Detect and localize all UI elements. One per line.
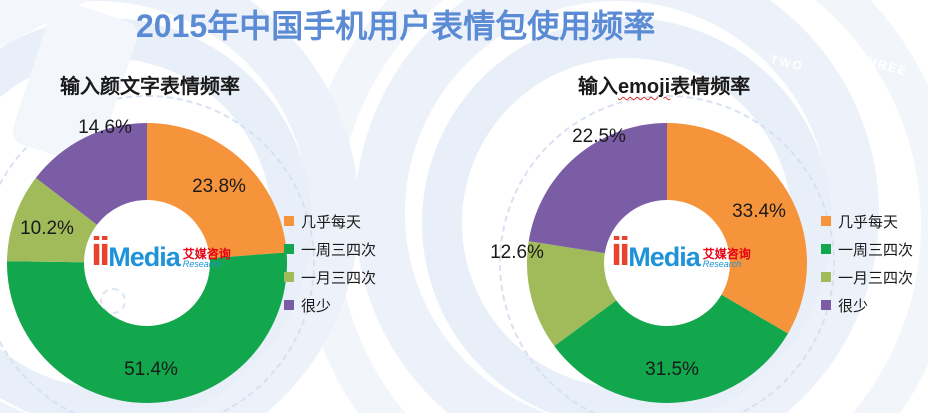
iimedia-logo-media: Media [628,242,701,272]
legend-item: 很少 [284,291,376,319]
legend-label: 几乎每天 [301,213,362,231]
legend-swatch [821,272,831,282]
donut-slice-3 [527,241,617,346]
iimedia-logo-ii: ii [611,230,630,274]
legend-label: 几乎每天 [838,213,899,231]
donut-slice-1 [147,123,287,259]
legend-item: 几乎每天 [821,207,913,235]
chart-title-text: 输入颜文字表情频率 [60,76,240,98]
legend-label: 一月三四次 [301,269,377,287]
iimedia-logo: ii Media 艾媒咨询 Research [91,230,231,274]
iimedia-logo: ii Media 艾媒咨询 Research [611,230,751,274]
iimedia-logo-stack: 艾媒咨询 Research [182,246,231,270]
legend-swatch [284,244,294,254]
legend-label: 很少 [838,297,869,315]
donut-chart-emoji [527,123,807,403]
background-streak [0,0,99,52]
legend-swatch [821,216,831,226]
legend-swatch [821,300,831,310]
iimedia-logo-stack: 艾媒咨询 Research [702,246,751,270]
legend-label: 一周三四次 [301,241,377,259]
donut-slice-2 [7,252,287,403]
iimedia-logo-cn: 艾媒咨询 [182,246,231,261]
iimedia-logo-media: Media [108,242,181,272]
iimedia-logo-ii: ii [91,230,110,274]
chart-title-underlined: emoji [618,76,671,98]
legend-label: 很少 [301,297,332,315]
background-word-two: TWO [768,52,806,74]
background-word-three: THREE [857,51,910,79]
legend-swatch [284,272,294,282]
iimedia-logo-research: Research [182,259,222,270]
legend-swatch [284,216,294,226]
iimedia-logo-research: Research [702,259,742,270]
donut-chart-kaomoji [7,123,287,403]
chart-title-emoji: 输入emoji表情频率 [578,70,750,99]
chart-title-text: 表情频率 [670,76,751,98]
iimedia-logo-cn: 艾媒咨询 [702,246,751,261]
legend-item: 一周三四次 [821,235,913,263]
legend-emoji: 几乎每天一周三四次一月三四次很少 [821,207,913,319]
donut-slice-1 [667,123,807,334]
legend-item: 很少 [821,291,913,319]
donut-slice-4 [528,123,667,254]
legend-item: 一周三四次 [284,235,376,263]
legend-label: 一周三四次 [838,241,914,259]
donut-slice-2 [554,294,788,403]
legend-item: 几乎每天 [284,207,376,235]
legend-swatch [821,244,831,254]
chart-title-text: 输入 [578,76,618,98]
donut-slice-3 [7,177,97,263]
legend-kaomoji: 几乎每天一周三四次一月三四次很少 [284,207,376,319]
legend-label: 一月三四次 [838,269,914,287]
chart-title-kaomoji: 输入颜文字表情频率 [60,70,240,99]
page-title: 2015年中国手机用户表情包使用频率 [136,8,656,44]
legend-swatch [284,300,294,310]
legend-item: 一月三四次 [821,263,913,291]
legend-item: 一月三四次 [284,263,376,291]
